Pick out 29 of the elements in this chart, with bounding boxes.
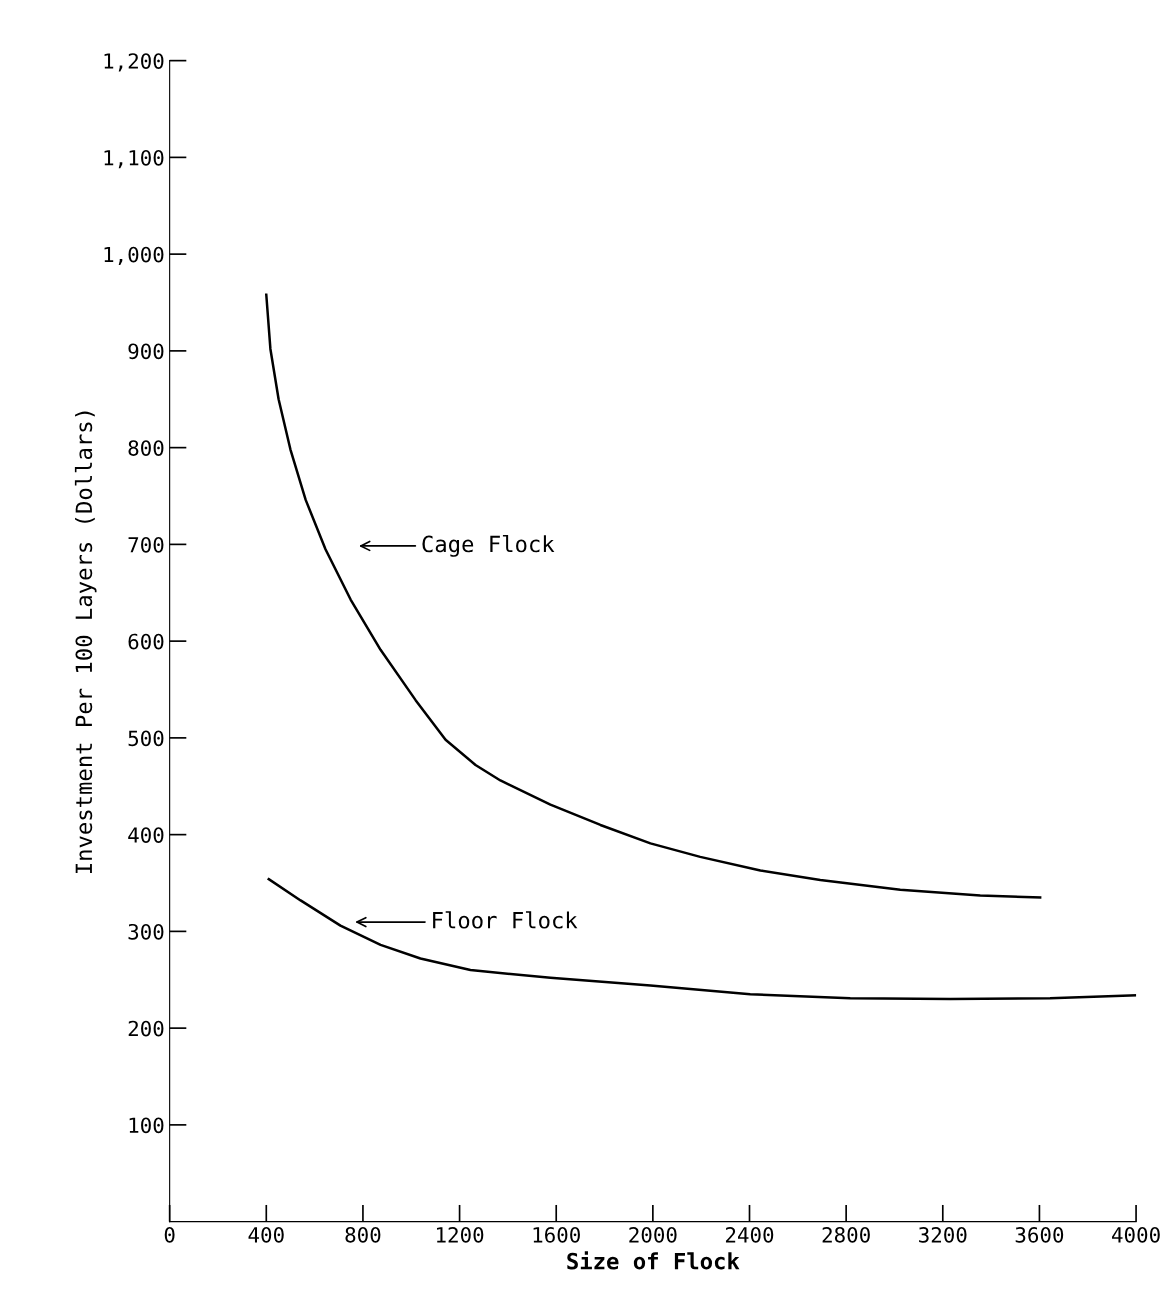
x-tick-label: 4000 (1112, 1226, 1160, 1243)
x-tick-label: 0 (164, 1226, 175, 1243)
y-tick-label: 500 (128, 730, 164, 747)
y-tick-label: 600 (128, 633, 164, 650)
y-tick-label: 200 (128, 1020, 164, 1037)
annotation: Floor Flock (433, 911, 578, 929)
line-series (267, 877, 1137, 1001)
y-tick-label: 800 (128, 440, 164, 456)
y-tick-label: 300 (128, 923, 164, 940)
x-tick-label: 2400 (725, 1226, 774, 1243)
x-axis-title: Size of Flock (567, 1251, 740, 1270)
x-tick-label: 2000 (629, 1226, 677, 1243)
x-tick-label: 800 (345, 1226, 381, 1243)
y-tick-label: 700 (128, 536, 164, 553)
y-tick-label: 1,100 (104, 149, 164, 169)
annotation: Cage Flock (422, 535, 555, 557)
line-series (265, 293, 1042, 899)
y-tick-label: 1,000 (104, 246, 164, 266)
y-tick-label: 100 (129, 1117, 164, 1134)
y-tick-label: 900 (128, 343, 164, 360)
y-tick-label: 400 (128, 827, 164, 843)
y-axis-title: Investment Per 100 Layers (Dollars) (74, 411, 97, 874)
x-tick-label: 1200 (436, 1226, 484, 1243)
x-tick-label: 3200 (919, 1226, 967, 1243)
y-tick-label: 1,200 (104, 53, 164, 72)
x-tick-label: 3600 (1015, 1226, 1064, 1243)
x-tick-label: 400 (248, 1226, 284, 1243)
x-tick-label: 2800 (822, 1226, 870, 1243)
x-tick-label: 1600 (533, 1226, 580, 1243)
